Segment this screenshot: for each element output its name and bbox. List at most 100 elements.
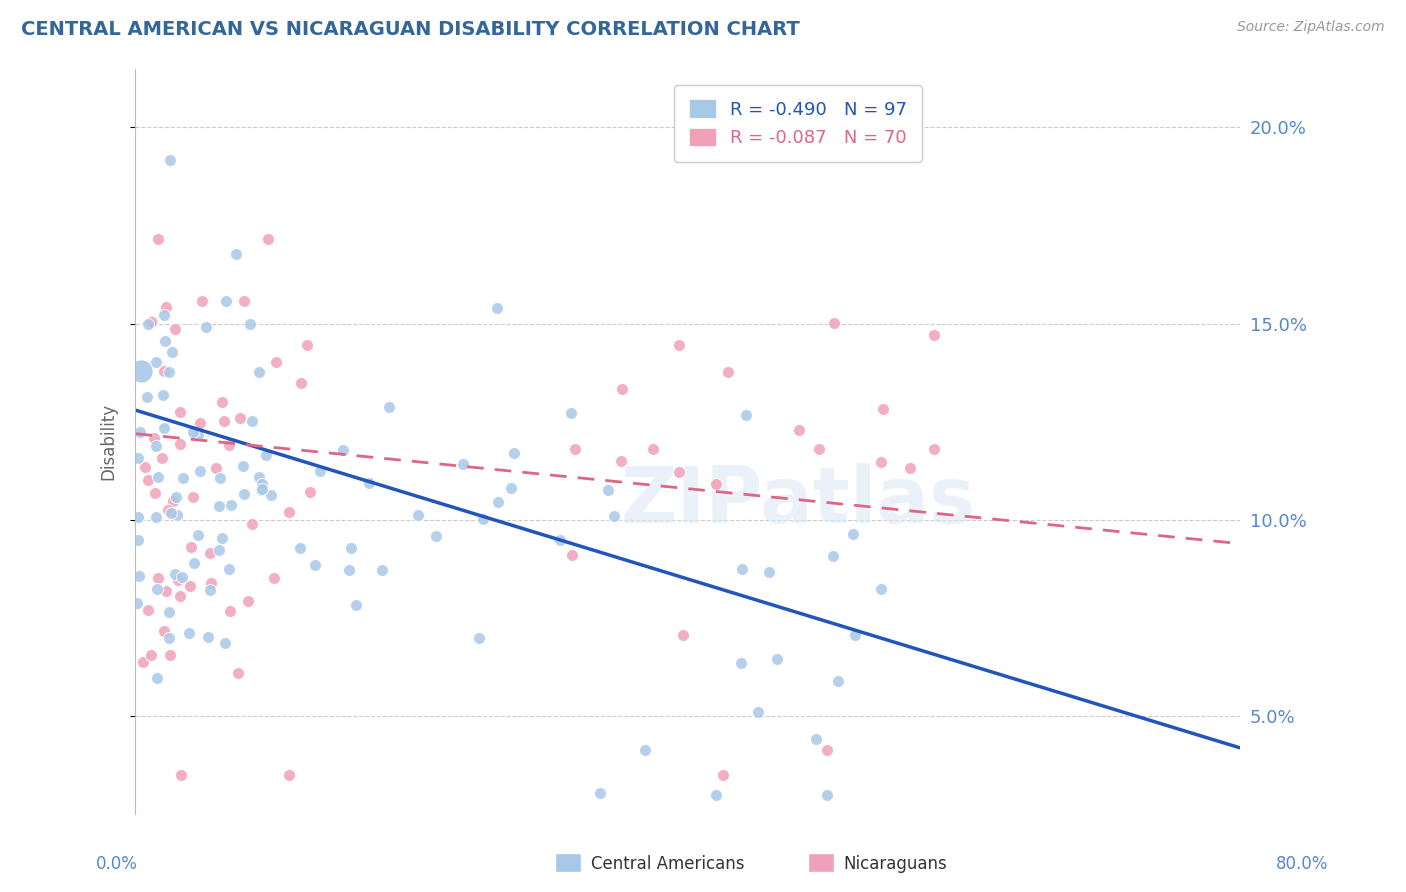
Point [127,509,149,524]
Point [160,507,183,521]
Point [827,673,849,688]
Legend: R = -0.490   N = 97, R = -0.087   N = 70: R = -0.490 N = 97, R = -0.087 N = 70 [675,85,921,161]
Point [157,605,180,619]
Point [136,318,159,332]
Point [194,319,217,334]
Point [870,582,893,596]
Point [157,631,180,645]
Point [127,533,149,547]
Point [870,454,893,468]
Point [844,628,866,642]
Point [208,500,231,514]
Point [143,486,166,500]
Point [295,338,318,352]
Point [219,604,242,618]
Point [668,466,690,480]
Point [141,315,163,329]
Point [211,395,233,409]
Point [183,557,205,571]
Point [134,459,156,474]
Point [232,487,254,501]
Point [218,438,240,452]
Point [205,461,228,475]
Point [735,408,758,422]
Point [298,484,321,499]
Point [278,505,301,519]
Point [180,540,202,554]
Point [128,569,150,583]
Point [139,648,162,662]
Point [486,495,509,509]
Point [337,563,360,577]
Point [747,705,769,719]
Point [153,364,176,378]
Point [821,549,844,563]
Point [188,417,211,431]
Point [451,457,474,471]
Point [263,571,285,585]
Point [127,450,149,465]
Point [898,461,921,475]
Point [344,598,367,612]
Point [609,454,631,468]
Point [152,450,174,465]
Point [304,558,326,573]
Point [247,469,270,483]
Point [167,574,190,588]
Point [842,526,865,541]
Point [815,742,838,756]
Point [804,732,827,747]
Text: Nicaraguans: Nicaraguans [844,855,948,872]
Point [215,293,238,308]
Point [181,491,204,505]
Point [730,657,752,671]
Point [157,365,180,379]
Point [214,636,236,650]
Point [766,652,789,666]
Point [787,423,810,437]
Point [146,470,169,484]
Point [163,566,186,581]
Point [598,483,620,497]
Point [155,334,177,348]
Point [155,583,177,598]
Point [155,300,177,314]
Point [259,488,281,502]
Point [162,345,184,359]
Point [254,448,277,462]
Point [172,570,194,584]
Point [308,464,330,478]
Point [129,364,152,378]
Point [131,655,153,669]
Point [499,481,522,495]
Point [256,232,278,246]
Point [146,232,169,246]
Point [564,442,586,457]
Point [485,301,508,316]
Point [152,388,174,402]
Point [560,406,582,420]
Point [758,566,780,580]
Point [146,571,169,585]
Point [425,528,447,542]
Point [208,543,231,558]
Point [179,579,201,593]
Point [668,338,690,352]
Point [922,442,945,457]
Text: 0.0%: 0.0% [96,855,138,872]
Point [208,471,231,485]
Point [181,425,204,440]
Point [152,308,174,322]
Point [197,631,219,645]
Point [240,517,263,532]
Point [240,414,263,428]
Point [823,317,845,331]
Text: 80.0%: 80.0% [1277,855,1329,872]
Point [169,405,191,419]
Point [716,365,738,379]
Point [128,425,150,440]
Point [252,476,274,491]
Point [136,603,159,617]
Point [187,528,209,542]
Point [371,564,394,578]
